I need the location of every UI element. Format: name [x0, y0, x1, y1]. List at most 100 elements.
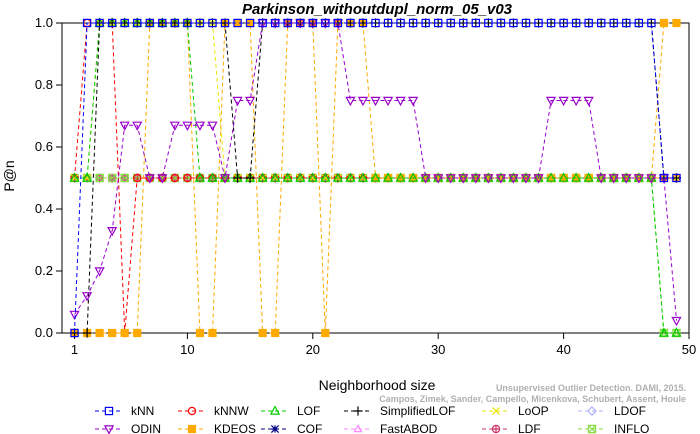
point-lof [219, 172, 231, 182]
point-lof [357, 172, 369, 182]
legend-marker [587, 406, 597, 416]
legend-label: FastABOD [380, 422, 438, 434]
point-odin [671, 316, 682, 327]
point-lof [458, 172, 469, 182]
point-inflo [120, 173, 129, 183]
point-odin [470, 174, 481, 184]
point-odin [345, 96, 356, 107]
point-lof [445, 172, 456, 182]
point-kdeos [672, 18, 681, 28]
point-odin [458, 174, 469, 184]
point-knn [647, 18, 656, 28]
legend-label: kNN [131, 404, 154, 418]
point-odin [144, 174, 155, 184]
legend-marker [491, 424, 501, 434]
point-inflo [95, 173, 104, 183]
legend-marker [269, 405, 281, 415]
watermark-line-1: Unsupervised Outlier Detection. DAMI, 20… [496, 383, 686, 393]
point-odin [232, 96, 243, 107]
point-knnw [170, 173, 180, 183]
point-kdeos [95, 328, 104, 338]
point-loop [321, 173, 330, 183]
legend-item-lof: LOF [261, 404, 320, 418]
point-knn [509, 18, 518, 28]
point-lof [658, 327, 670, 337]
point-knn [434, 18, 443, 28]
point-lof [495, 172, 507, 182]
legend-label: SimplifiedLOF [380, 404, 455, 418]
point-odin [81, 292, 93, 302]
point-simplifiedlof [82, 328, 92, 338]
point-knn [95, 18, 104, 28]
point-odin [69, 310, 80, 321]
point-odin [157, 174, 168, 184]
point-knn [496, 18, 506, 28]
point-kdeos [208, 328, 217, 338]
x-tick-label: 30 [431, 342, 445, 357]
point-odin [194, 121, 206, 131]
y-tick-label: 0.6 [35, 139, 53, 154]
legend-item-knnw: kNNW [178, 404, 249, 418]
point-lof [596, 172, 607, 182]
x-tick-label: 1 [71, 342, 78, 357]
point-knn [258, 18, 267, 28]
point-knn [208, 18, 217, 28]
point-lof [408, 172, 419, 182]
series-line-lof [74, 22, 677, 334]
watermark-line-2: Campos, Zimek, Sander, Campello, Micenko… [379, 394, 686, 404]
point-lof [345, 172, 356, 182]
x-tick-label: 20 [306, 342, 320, 357]
point-knn [609, 18, 618, 28]
point-lof [207, 172, 218, 182]
point-knn [195, 18, 205, 28]
point-knn [471, 18, 481, 28]
point-kdeos [195, 328, 205, 338]
point-odin [495, 174, 507, 184]
point-knn [120, 18, 129, 28]
point-knn [396, 18, 405, 28]
legend-label: ODIN [131, 422, 161, 434]
point-inflo [107, 173, 117, 183]
point-odin [621, 174, 632, 184]
point-knn [170, 18, 180, 28]
point-odin [545, 96, 557, 107]
legend-label: LOF [297, 404, 320, 418]
point-lof [583, 172, 594, 182]
point-knn [371, 18, 380, 28]
point-knn [383, 18, 393, 28]
chart-title: Parkinson_withoutdupl_norm_05_v03 [242, 1, 513, 18]
point-lof [533, 172, 544, 182]
legend-marker [491, 406, 501, 416]
legend-label: LDOF [614, 404, 646, 418]
point-knn [158, 18, 167, 28]
point-lof [295, 172, 306, 182]
point-knn [421, 18, 430, 28]
point-odin [182, 121, 193, 131]
point-odin [633, 174, 644, 184]
point-lof [420, 172, 431, 182]
point-lof [483, 172, 494, 182]
legend-item-ldf: LDF [482, 422, 541, 434]
legend-marker [103, 425, 115, 434]
legend-item-simplifiedlof: SimplifiedLOF [344, 404, 455, 418]
point-lof [382, 172, 394, 182]
legend-label: LoOP [518, 404, 549, 418]
point-knn [107, 18, 117, 28]
point-knn [534, 18, 543, 28]
point-kdeos [271, 328, 280, 338]
point-lof [307, 172, 318, 182]
point-knn [546, 18, 556, 28]
series-line-inflo [74, 177, 677, 334]
series-layer [69, 17, 682, 338]
point-lof [520, 172, 532, 182]
point-knn [220, 18, 230, 28]
point-lof [257, 172, 268, 182]
legend-label: KDEOS [214, 422, 256, 434]
legend-label: kNNW [214, 404, 249, 418]
point-kdeos [133, 328, 142, 338]
point-odin [646, 174, 657, 184]
legend-item-ldof: LDOF [578, 404, 646, 418]
point-odin [94, 267, 105, 277]
x-tick-label: 10 [180, 342, 194, 357]
